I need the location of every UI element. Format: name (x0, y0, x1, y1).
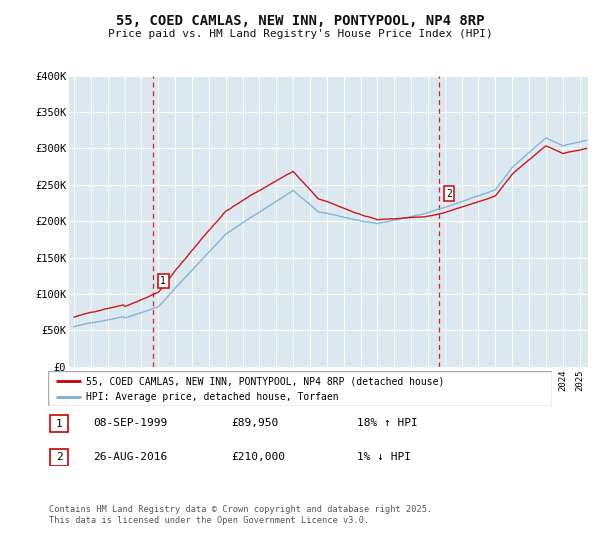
Text: £210,000: £210,000 (231, 452, 285, 462)
Text: 18% ↑ HPI: 18% ↑ HPI (357, 418, 418, 428)
Text: HPI: Average price, detached house, Torfaen: HPI: Average price, detached house, Torf… (86, 393, 338, 402)
Text: 1: 1 (160, 276, 166, 286)
Text: 1% ↓ HPI: 1% ↓ HPI (357, 452, 411, 462)
Text: Price paid vs. HM Land Registry's House Price Index (HPI): Price paid vs. HM Land Registry's House … (107, 29, 493, 39)
Text: 08-SEP-1999: 08-SEP-1999 (93, 418, 167, 428)
Text: Contains HM Land Registry data © Crown copyright and database right 2025.
This d: Contains HM Land Registry data © Crown c… (49, 505, 433, 525)
Text: 55, COED CAMLAS, NEW INN, PONTYPOOL, NP4 8RP: 55, COED CAMLAS, NEW INN, PONTYPOOL, NP4… (116, 14, 484, 28)
Text: 26-AUG-2016: 26-AUG-2016 (93, 452, 167, 462)
Text: 55, COED CAMLAS, NEW INN, PONTYPOOL, NP4 8RP (detached house): 55, COED CAMLAS, NEW INN, PONTYPOOL, NP4… (86, 376, 444, 386)
Text: 2: 2 (56, 452, 62, 462)
Text: £89,950: £89,950 (231, 418, 278, 428)
Text: 2: 2 (446, 189, 452, 199)
Text: 1: 1 (56, 419, 62, 428)
